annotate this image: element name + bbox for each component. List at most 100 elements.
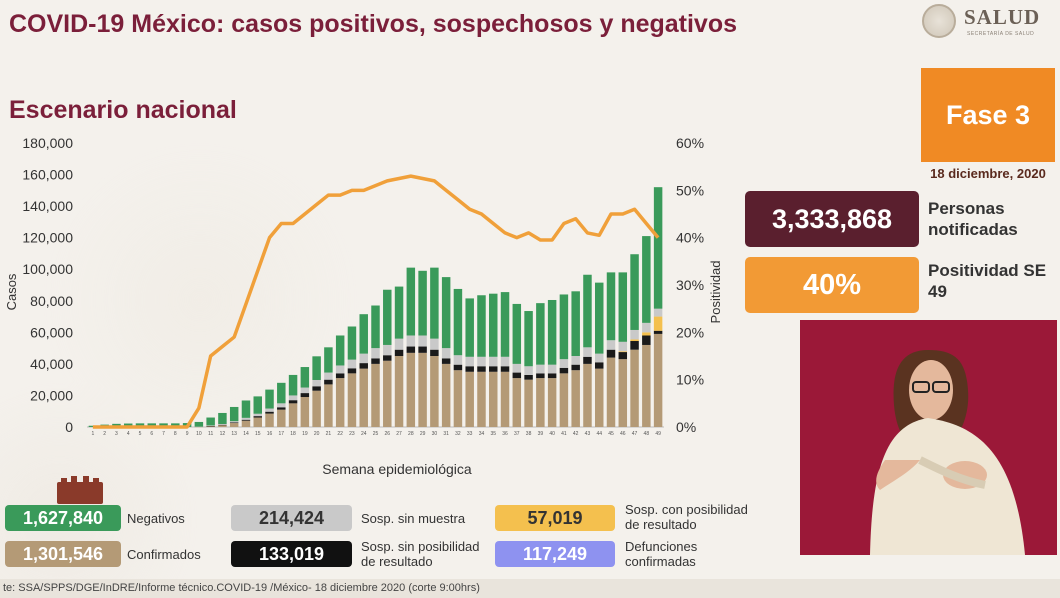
bar-segment <box>229 422 239 424</box>
x-tick-label: 14 <box>243 431 249 437</box>
x-tick-label: 23 <box>349 431 355 437</box>
x-tick-label: 29 <box>420 431 426 437</box>
y-tick-label: 0 <box>65 419 73 435</box>
x-tick-label: 48 <box>644 431 650 437</box>
bar-segment <box>595 353 604 363</box>
legend-negativos-value: 1,627,840 <box>5 505 121 531</box>
bar-segment <box>253 416 262 418</box>
bar-segment <box>500 356 510 367</box>
bar-segment <box>430 267 439 339</box>
x-axis-ticks: 1 2 3 4 5 6 7 8 9 10 11 12 13 14 15 16 17 18 19 20 21 22 23 24 2… <box>91 431 661 437</box>
x-tick-label: 3 <box>115 431 118 437</box>
y-tick-label: 60,000 <box>30 324 73 340</box>
bar-segment <box>583 347 592 357</box>
bar-segment <box>241 400 251 418</box>
bar-segment <box>335 335 345 366</box>
x-tick-label: 6 <box>150 431 153 437</box>
bar-segment <box>571 291 580 356</box>
bar-segment <box>453 288 463 356</box>
bar-segment <box>441 363 451 427</box>
bar-segment <box>135 423 145 427</box>
bar-segment <box>288 374 298 396</box>
x-tick-label: 41 <box>561 431 567 437</box>
bar-segment <box>489 293 498 357</box>
bar-segment <box>595 368 604 427</box>
y-tick-label: 140,000 <box>22 198 73 214</box>
bar-segment <box>324 379 333 385</box>
interpreter-figure <box>800 320 1057 555</box>
y2-tick-label: 60% <box>676 135 704 151</box>
bar-segment <box>571 370 580 427</box>
legend-con-posibilidad-label: Sosp. con posibilidad de resultado <box>625 502 748 532</box>
bar-segment <box>547 299 557 365</box>
bar-segment <box>453 355 463 365</box>
kpi-positividad-label: Positividad SE 49 <box>928 261 1047 301</box>
bar-segment <box>359 353 368 364</box>
bar-segment <box>300 367 310 388</box>
x-tick-label: 8 <box>174 431 177 437</box>
bar-segment <box>606 340 616 350</box>
bar-segment <box>359 363 368 369</box>
bar-segment <box>277 382 286 404</box>
bar-segment <box>653 316 663 331</box>
bar-segment <box>406 346 416 353</box>
bar-segment <box>418 335 427 347</box>
cases-chart: 0 20,000 40,000 60,000 80,000 100,000 120,000 1… <box>4 135 723 477</box>
y2-tick-label: 40% <box>676 230 704 246</box>
bar-segment <box>477 356 486 367</box>
bar-segment <box>489 371 498 427</box>
y2-tick-label: 30% <box>676 277 704 293</box>
bar-segment <box>642 344 651 427</box>
bar-segment <box>583 356 592 364</box>
y2-axis-label: Positividad <box>708 261 723 324</box>
bar-segment <box>441 277 451 349</box>
bar-segment <box>536 378 545 427</box>
bar-segment <box>288 395 298 401</box>
bar-segment <box>418 270 427 336</box>
bar-segment <box>324 347 333 373</box>
legend-defunciones-label: Defunciones confirmadas <box>625 539 698 569</box>
x-tick-label: 12 <box>220 431 226 437</box>
bar-segment <box>418 352 427 427</box>
bar-segment <box>300 393 310 398</box>
bar-segment <box>512 303 522 364</box>
sign-language-video <box>800 320 1057 555</box>
x-tick-label: 28 <box>408 431 414 437</box>
bar-segment <box>253 413 262 417</box>
bar-segment <box>618 352 628 360</box>
y2-tick-label: 20% <box>676 324 704 340</box>
x-tick-label: 24 <box>361 431 367 437</box>
x-axis-label: Semana epidemiológica <box>322 461 472 477</box>
bar-segment <box>547 373 557 379</box>
bar-segment <box>383 355 392 361</box>
bar-segment <box>559 294 569 360</box>
bar-segment <box>653 308 663 317</box>
legend-sin-posibilidad-label: Sosp. sin posibilidad de resultado <box>361 539 480 569</box>
x-tick-label: 22 <box>337 431 343 437</box>
bar-segment <box>288 403 298 427</box>
bar-segment <box>489 366 498 372</box>
x-tick-label: 31 <box>443 431 449 437</box>
bar-segment <box>394 286 404 339</box>
bar-segment <box>618 272 628 342</box>
bar-segment <box>312 386 321 391</box>
bar-segment <box>253 396 262 414</box>
bar-segment <box>335 378 345 427</box>
legend-sin-muestra-value: 214,424 <box>231 505 352 531</box>
bar-segment <box>335 373 345 379</box>
positividad-series <box>92 174 660 429</box>
bar-series <box>88 187 663 428</box>
bar-segment <box>241 419 251 421</box>
bar-segment <box>312 356 321 380</box>
bar-segment <box>441 358 451 364</box>
x-tick-label: 11 <box>208 431 213 437</box>
x-tick-label: 40 <box>549 431 555 437</box>
bar-segment <box>571 364 580 371</box>
bar-segment <box>277 407 286 410</box>
bar-segment <box>653 333 663 427</box>
bar-segment <box>265 413 274 427</box>
bar-segment <box>465 356 474 367</box>
x-tick-label: 5 <box>139 431 142 437</box>
bar-segment <box>218 412 227 424</box>
bar-segment <box>606 349 616 358</box>
